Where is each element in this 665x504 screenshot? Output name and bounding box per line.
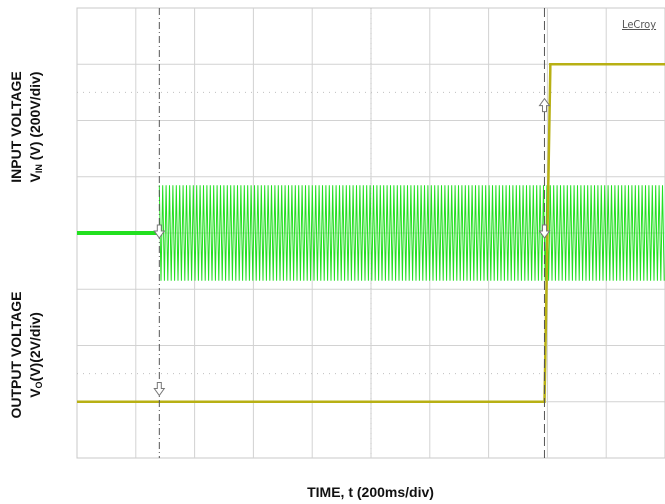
vin-units: (V) (200V/div) [27,71,43,165]
vo-symbol: V [27,388,43,398]
input-voltage-label-line1: INPUT VOLTAGE [8,71,24,183]
input-voltage-axis-label: INPUT VOLTAGE VIN (V) (200V/div) [7,7,49,247]
input-voltage-label-line2: VIN (V) (200V/div) [26,7,49,247]
output-voltage-axis-label: OUTPUT VOLTAGE VO(V)(2V/div) [7,235,49,475]
output-voltage-trace [77,63,665,404]
output-voltage-label-line1: OUTPUT VOLTAGE [8,291,24,419]
trigger-arrow-icon [153,382,166,397]
vo-subscript: O [34,381,44,389]
trigger-arrow-icon [538,224,551,239]
lecroy-brand-label: LeCroy [622,18,657,31]
x-axis-label: TIME, t (200ms/div) [307,484,434,500]
output-voltage-label-line2: VO(V)(2V/div) [26,235,49,475]
vin-subscript: IN [34,164,44,174]
vin-symbol: V [27,173,43,183]
markers [153,8,551,458]
trigger-arrow-icon [538,97,551,113]
trigger-arrow-icon [153,224,166,239]
input-voltage-trace-ac [158,185,665,281]
traces [77,63,665,404]
vo-units: (V)(2V/div) [27,312,43,382]
